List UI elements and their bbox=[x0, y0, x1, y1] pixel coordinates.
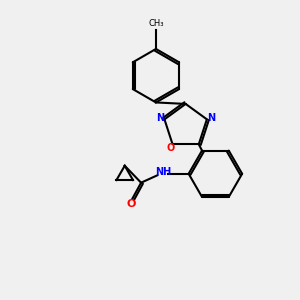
Text: NH: NH bbox=[155, 167, 172, 177]
Text: O: O bbox=[167, 143, 175, 153]
Text: O: O bbox=[127, 200, 136, 209]
Text: CH₃: CH₃ bbox=[148, 19, 164, 28]
Text: N: N bbox=[156, 113, 164, 123]
Text: N: N bbox=[207, 113, 215, 123]
